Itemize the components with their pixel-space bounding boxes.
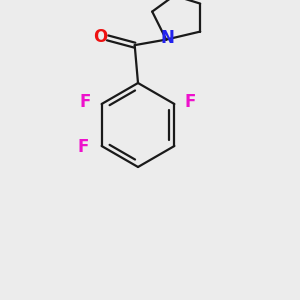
- Text: F: F: [80, 93, 91, 111]
- Text: O: O: [94, 28, 108, 46]
- Text: F: F: [78, 138, 89, 156]
- Text: F: F: [185, 93, 196, 111]
- Text: N: N: [160, 28, 174, 46]
